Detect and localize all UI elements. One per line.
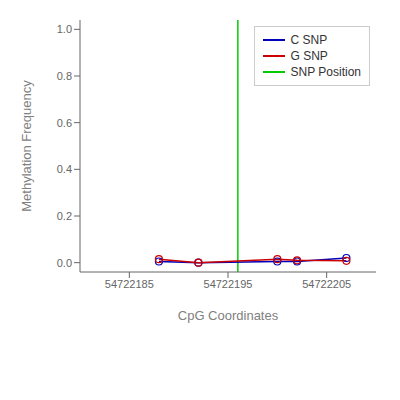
svg-text:0.0: 0.0 xyxy=(57,257,72,269)
svg-text:0.8: 0.8 xyxy=(57,70,72,82)
svg-text:54722185: 54722185 xyxy=(105,278,154,290)
svg-text:54722195: 54722195 xyxy=(204,278,253,290)
svg-text:Methylation Frequency: Methylation Frequency xyxy=(19,80,34,212)
html-text:G SNP: G SNP xyxy=(290,49,328,63)
html-text:C SNP: C SNP xyxy=(290,33,328,47)
svg-text:0.6: 0.6 xyxy=(57,117,72,129)
svg-text:1.0: 1.0 xyxy=(57,23,72,35)
svg-text:54722205: 54722205 xyxy=(302,278,351,290)
html-text:SNP Position: SNP Position xyxy=(290,65,361,79)
svg-text:CpG Coordinates: CpG Coordinates xyxy=(178,308,279,323)
svg-text:0.4: 0.4 xyxy=(57,163,72,175)
svg-text:0.2: 0.2 xyxy=(57,210,72,222)
